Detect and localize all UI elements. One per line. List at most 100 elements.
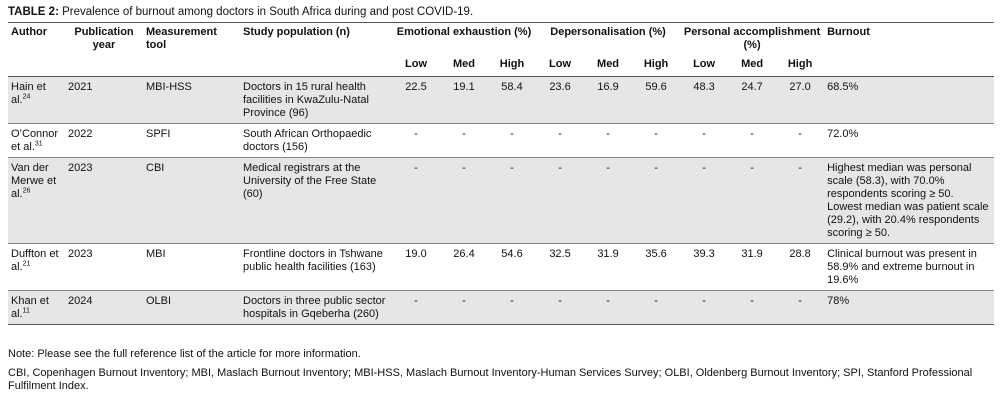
header-cell: Author xyxy=(11,26,48,38)
score-cell: - xyxy=(654,162,658,174)
score-cell: 58.4 xyxy=(501,81,523,93)
subheader-cell: High xyxy=(787,58,813,70)
score-cell: - xyxy=(798,128,802,140)
score-cell: 22.5 xyxy=(405,81,427,93)
burnout-cell: 68.5% xyxy=(827,81,859,93)
author-cell: Khan et al.11 xyxy=(8,291,65,325)
score-cell: 28.8 xyxy=(789,248,811,260)
score-cell: 54.6 xyxy=(501,248,523,260)
population-cell: Doctors in 15 rural health facilities in… xyxy=(243,81,369,119)
header-cell: Study population (n) xyxy=(243,26,350,38)
author-cell: O’Connor et al.31 xyxy=(8,124,65,158)
score-cell: 39.3 xyxy=(693,248,715,260)
score-cell: - xyxy=(606,295,610,307)
table-body: Hain et al.24 2021 MBI-HSS Doctors in 15 ru… xyxy=(8,76,995,325)
population-cell: Medical registrars at the University of … xyxy=(243,162,377,200)
author-cell: Hain et al.24 xyxy=(8,77,65,124)
score-cell: - xyxy=(462,128,466,140)
author: O’Connor et al. xyxy=(11,128,59,153)
author: Duffton et al. xyxy=(11,248,59,273)
score-cell: - xyxy=(654,128,658,140)
score-cell: - xyxy=(558,162,562,174)
header-cell: Personal accomplishment (%) xyxy=(683,26,821,51)
table-row: Duffton et al.21 2023 MBI Frontline doctors… xyxy=(8,244,995,291)
score-cell: - xyxy=(750,128,754,140)
score-cell: - xyxy=(702,128,706,140)
score-cell: 48.3 xyxy=(693,81,715,93)
year-cell: 2024 xyxy=(68,295,93,307)
tool-cell: MBI-HSS xyxy=(146,81,192,93)
score-cell: - xyxy=(462,162,466,174)
subheader-cell: Med xyxy=(597,58,620,70)
score-cell: - xyxy=(510,162,514,174)
score-cell: - xyxy=(414,128,418,140)
score-cell: 27.0 xyxy=(789,81,811,93)
header-cell: Publication year xyxy=(74,26,134,51)
score-cell: - xyxy=(606,162,610,174)
score-cell: 35.6 xyxy=(645,248,667,260)
table-header: Author Publication year Measurement tool… xyxy=(8,24,995,77)
header-cell: Emotional exhaustion (%) xyxy=(396,26,532,38)
note: Note: Please see the full reference list… xyxy=(8,348,361,360)
score-cell: 26.4 xyxy=(453,248,475,260)
author: Van der Merwe et al. xyxy=(11,162,57,200)
subheader-cell: Low xyxy=(693,58,716,70)
score-cell: 24.7 xyxy=(741,81,763,93)
table: Author Publication year Measurement tool… xyxy=(8,24,995,325)
tool-cell: MBI xyxy=(146,248,166,260)
title-text: Prevalence of burnout among doctors in S… xyxy=(62,6,474,18)
reference: 11 xyxy=(22,307,30,315)
score-cell: - xyxy=(558,128,562,140)
score-cell: - xyxy=(510,128,514,140)
score-cell: - xyxy=(462,295,466,307)
score-cell: 16.9 xyxy=(597,81,619,93)
subheader-row: Low Med High Low Med High Low Med High xyxy=(8,54,994,77)
header-cell: Burnout xyxy=(827,26,870,38)
year-cell: 2023 xyxy=(68,248,93,260)
tool-cell: CBI xyxy=(146,162,165,174)
score-cell: - xyxy=(414,295,418,307)
table-row: O’Connor et al.31 2022 SPFI South African O… xyxy=(8,124,995,158)
year-cell: 2021 xyxy=(68,81,93,93)
score-cell: 31.9 xyxy=(741,248,763,260)
score-cell: - xyxy=(798,162,802,174)
burnout-cell: Highest median was personal scale (58.3)… xyxy=(827,162,989,239)
score-cell: - xyxy=(750,162,754,174)
tool-cell: OLBI xyxy=(146,295,172,307)
subheader-cell: High xyxy=(499,58,525,70)
burnout-cell: Clinical burnout was present in 58.9% an… xyxy=(827,248,977,286)
score-cell: - xyxy=(702,162,706,174)
table-row: Khan et al.11 2024 OLBI Doctors in three pu… xyxy=(8,290,995,325)
score-cell: - xyxy=(606,128,610,140)
reference: 26 xyxy=(22,187,31,195)
author-cell: Duffton et al.21 xyxy=(8,244,65,291)
population-cell: Frontline doctors in Tshwane public heal… xyxy=(243,248,383,273)
score-cell: 32.5 xyxy=(549,248,571,260)
header-cell: Depersonalisation (%) xyxy=(550,26,666,38)
score-cell: 59.6 xyxy=(645,81,667,93)
score-cell: - xyxy=(510,295,514,307)
score-cell: 23.6 xyxy=(549,81,571,93)
score-cell: 19.0 xyxy=(405,248,427,260)
score-cell: 31.9 xyxy=(597,248,619,260)
author: Hain et al. xyxy=(11,81,46,106)
table-row: Hain et al.24 2021 MBI-HSS Doctors in 15 ru… xyxy=(8,76,995,124)
burnout-cell: 78% xyxy=(827,295,850,307)
year-cell: 2022 xyxy=(68,128,93,140)
subheader-cell: Med xyxy=(453,58,475,70)
population-cell: South African Orthopaedic doctors (156) xyxy=(243,128,372,153)
population-cell: Doctors in three public sector hospitals… xyxy=(243,295,386,320)
tool-cell: SPFI xyxy=(146,128,171,140)
subheader-cell: Med xyxy=(741,58,764,70)
score-cell: - xyxy=(558,295,562,307)
subheader-cell: Low xyxy=(405,58,427,70)
author-cell: Van der Merwe et al.26 xyxy=(8,158,65,244)
table-title: TABLE 2: Prevalence of burnout among doc… xyxy=(8,4,994,23)
burnout-cell: 72.0% xyxy=(827,128,859,140)
author: Khan et al. xyxy=(11,295,49,320)
header-cell: Measurement tool xyxy=(146,26,217,51)
score-cell: - xyxy=(414,162,418,174)
subheader-cell: High xyxy=(643,58,669,70)
score-cell: - xyxy=(654,295,658,307)
